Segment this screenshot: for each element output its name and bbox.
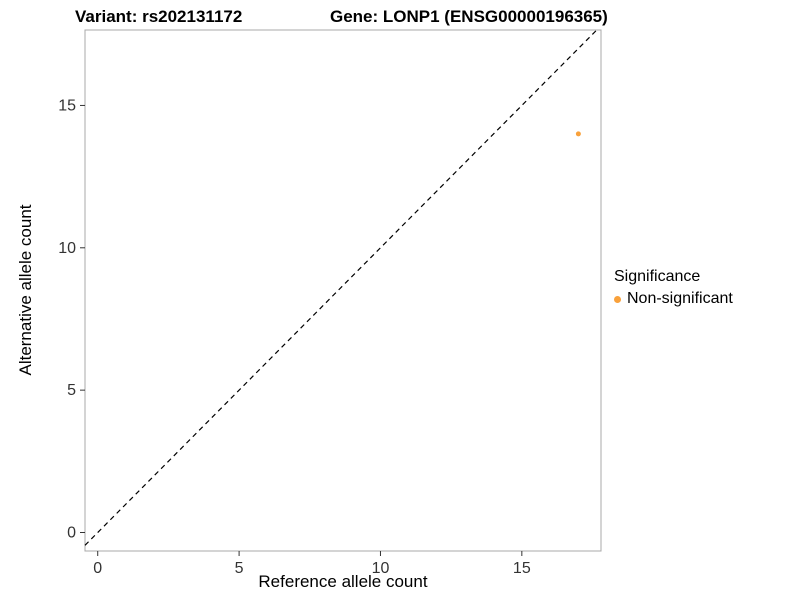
y-tick-label: 0	[67, 524, 76, 541]
x-tick-label: 15	[513, 560, 531, 577]
data-point	[575, 131, 581, 137]
legend-point-icon	[614, 295, 621, 303]
y-tick-label: 10	[58, 240, 76, 257]
x-axis-label: Reference allele count	[258, 572, 428, 591]
legend: Significance Non-significant	[614, 268, 733, 308]
y-axis-label: Alternative allele count	[16, 204, 35, 376]
x-tick-label: 10	[372, 560, 390, 577]
y-tick-label: 5	[67, 382, 76, 399]
plot-panel	[84, 29, 602, 552]
x-tick-label: 5	[235, 560, 244, 577]
legend-title: Significance	[614, 268, 701, 285]
y-tick-label: 15	[58, 97, 76, 114]
legend-entry-label: Non-significant	[627, 290, 733, 307]
x-tick-label: 0	[93, 560, 102, 577]
legend-entry: Non-significant	[614, 290, 733, 308]
plot-title-variant: Variant: rs202131172	[75, 7, 243, 26]
plot-title-gene: Gene: LONP1 (ENSG00000196365)	[330, 7, 608, 26]
identity-line	[84, 29, 598, 546]
